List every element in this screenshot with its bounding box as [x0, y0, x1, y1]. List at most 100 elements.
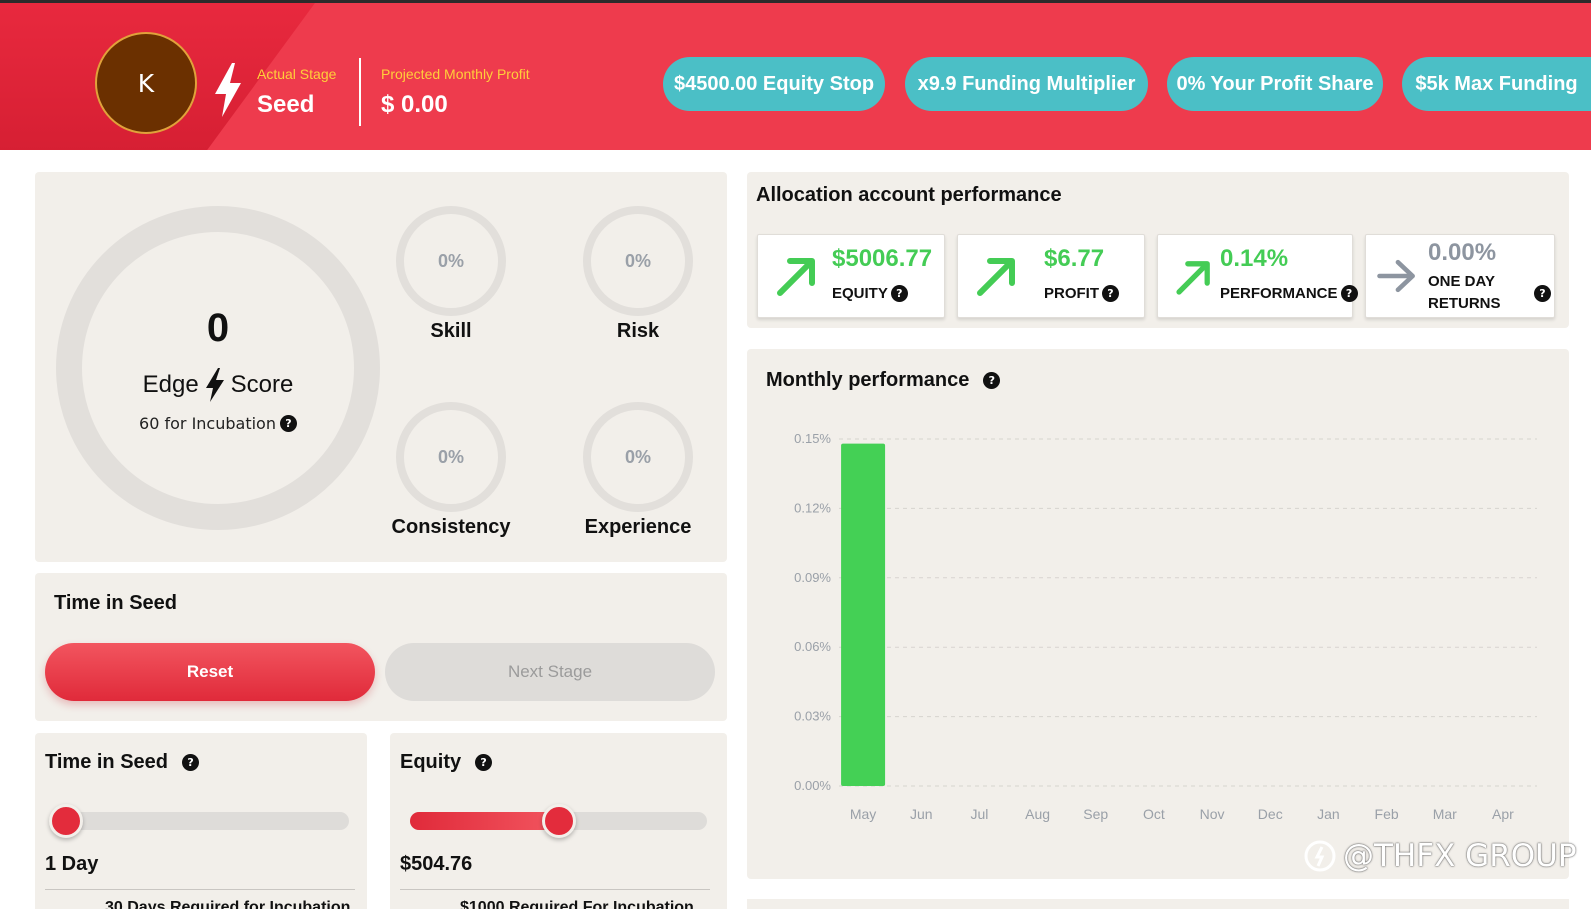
risk-label: Risk — [616, 320, 660, 342]
time-in-seed-title: Time in Seed — [54, 592, 178, 614]
x-tick-label: May — [850, 806, 876, 822]
x-tick-label: Oct — [1143, 806, 1165, 822]
time-requirement-note: 30 Days Required for Incubation — [105, 899, 351, 909]
divider — [45, 889, 355, 890]
allocation-performance-card: Allocation account performance $5006.77 … — [747, 172, 1569, 328]
y-tick-label: 0.15% — [794, 431, 831, 446]
equity-slider-thumb[interactable] — [541, 804, 576, 838]
equity-stat: $5006.77 EQUITY ? — [757, 234, 945, 318]
performance-stat-label: PERFORMANCE ? — [1220, 285, 1358, 302]
one-day-returns-label-line1: ONE DAY — [1428, 273, 1495, 290]
watermark-logo-icon — [1304, 840, 1336, 872]
next-card-edge — [747, 899, 1569, 909]
profit-share-pill[interactable]: 0% Your Profit Share — [1167, 57, 1383, 111]
reset-button[interactable]: Reset — [45, 643, 375, 701]
x-tick-label: Jun — [910, 806, 933, 822]
y-tick-label: 0.03% — [794, 709, 831, 724]
one-day-returns-label-line2: RETURNS — [1428, 295, 1501, 312]
x-tick-label: Nov — [1200, 806, 1225, 822]
y-tick-label: 0.06% — [794, 639, 831, 654]
lightning-icon — [215, 63, 241, 117]
x-tick-label: Sep — [1083, 806, 1108, 822]
equity-stat-label: EQUITY ? — [832, 285, 908, 302]
monthly-title-text: Monthly performance — [766, 369, 970, 391]
help-icon[interactable]: ? — [1534, 285, 1551, 302]
projected-profit-value: $ 0.00 — [381, 91, 448, 118]
avatar[interactable]: K — [95, 32, 197, 134]
next-stage-button[interactable]: Next Stage — [385, 643, 715, 701]
max-funding-pill[interactable]: $5k Max Funding — [1402, 57, 1591, 111]
arrow-up-right-icon — [1176, 261, 1210, 295]
equity-slider-card: Equity ? $504.76 $1000 Required For Incu… — [390, 733, 727, 909]
monthly-title: Monthly performance ? — [766, 369, 1001, 392]
equity-stat-label-text: EQUITY — [832, 285, 888, 302]
equity-requirement-note: $1000 Required For Incubation — [460, 899, 694, 909]
equity-slider-title-text: Equity — [400, 751, 462, 773]
help-icon[interactable]: ? — [182, 754, 200, 771]
help-icon[interactable]: ? — [890, 285, 908, 302]
time-slider-track[interactable] — [49, 812, 349, 830]
skill-ring: 0% — [396, 206, 506, 316]
incubation-note-text: 60 for Incubation — [139, 414, 276, 433]
arrow-right-icon — [1377, 259, 1415, 293]
help-icon[interactable]: ? — [475, 754, 493, 771]
score-label: Score — [230, 371, 294, 398]
profit-stat-value: $6.77 — [1044, 245, 1105, 272]
time-slider-card: Time in Seed ? 1 Day 30 Days Required fo… — [35, 733, 367, 909]
equity-stat-value: $5006.77 — [832, 245, 933, 272]
help-icon[interactable]: ? — [279, 415, 297, 432]
x-tick-label: Jan — [1317, 806, 1340, 822]
watermark: @THFX GROUP — [1303, 838, 1577, 874]
y-tick-label: 0.00% — [794, 778, 831, 793]
watermark-text: @THFX GROUP — [1343, 838, 1577, 874]
profit-stat: $6.77 PROFIT ? — [957, 234, 1145, 318]
incubation-note: 60 for Incubation ? — [70, 414, 366, 433]
equity-slider-title: Equity ? — [400, 751, 493, 774]
funding-multiplier-pill[interactable]: x9.9 Funding Multiplier — [905, 57, 1148, 111]
monthly-performance-card: Monthly performance ? 0.00% 0.03% 0.06% 0.0… — [747, 349, 1569, 879]
performance-stat: 0.14% PERFORMANCE ? — [1157, 234, 1358, 318]
consistency-percent: 0% — [437, 446, 464, 467]
profit-stat-label: PROFIT ? — [1044, 285, 1119, 302]
edge-score-value: 0 — [206, 306, 230, 350]
experience-ring: 0% — [583, 402, 693, 512]
performance-stat-value: 0.14% — [1220, 245, 1289, 272]
y-tick-label: 0.12% — [794, 500, 831, 515]
edge-score-card: 0 Edge Score 60 for Incubation ? 0% Skil… — [35, 172, 727, 562]
time-slider-value: 1 Day — [45, 853, 99, 875]
consistency-ring: 0% — [396, 402, 506, 512]
edge-score-label: Edge Score — [70, 368, 366, 402]
allocation-title: Allocation account performance — [756, 184, 1062, 206]
performance-stat-label-text: PERFORMANCE — [1220, 285, 1338, 302]
x-tick-label: Apr — [1492, 806, 1514, 822]
risk-ring: 0% — [583, 206, 693, 316]
arrow-up-right-icon — [777, 258, 815, 296]
chart-bar[interactable] — [841, 443, 886, 786]
equity-slider-fill — [410, 812, 559, 830]
help-icon[interactable]: ? — [1340, 285, 1358, 302]
divider — [400, 889, 710, 890]
lightning-icon — [205, 368, 224, 402]
projected-profit-label: Projected Monthly Profit — [381, 66, 530, 82]
x-tick-label: Aug — [1025, 806, 1050, 822]
equity-stop-pill[interactable]: $4500.00 Equity Stop — [663, 57, 885, 111]
skill-percent: 0% — [437, 250, 464, 271]
edge-label: Edge — [142, 371, 199, 398]
actual-stage-value: Seed — [257, 91, 315, 118]
header-divider — [359, 58, 361, 126]
x-tick-label: Dec — [1258, 806, 1283, 822]
arrow-up-right-icon — [977, 258, 1015, 296]
equity-slider-value: $504.76 — [400, 853, 473, 875]
experience-percent: 0% — [624, 446, 651, 467]
time-in-seed-card: Time in Seed Reset Next Stage — [35, 573, 727, 721]
actual-stage-label: Actual Stage — [257, 66, 337, 82]
help-icon[interactable]: ? — [983, 372, 1001, 389]
time-slider-title-text: Time in Seed — [45, 751, 169, 773]
y-tick-label: 0.09% — [794, 570, 831, 585]
x-tick-label: Mar — [1433, 806, 1457, 822]
profit-stat-label-text: PROFIT — [1044, 285, 1099, 302]
time-slider-thumb[interactable] — [49, 804, 83, 838]
help-icon[interactable]: ? — [1102, 285, 1119, 302]
x-tick-label: Jul — [970, 806, 988, 822]
time-slider-title: Time in Seed ? — [45, 751, 200, 774]
